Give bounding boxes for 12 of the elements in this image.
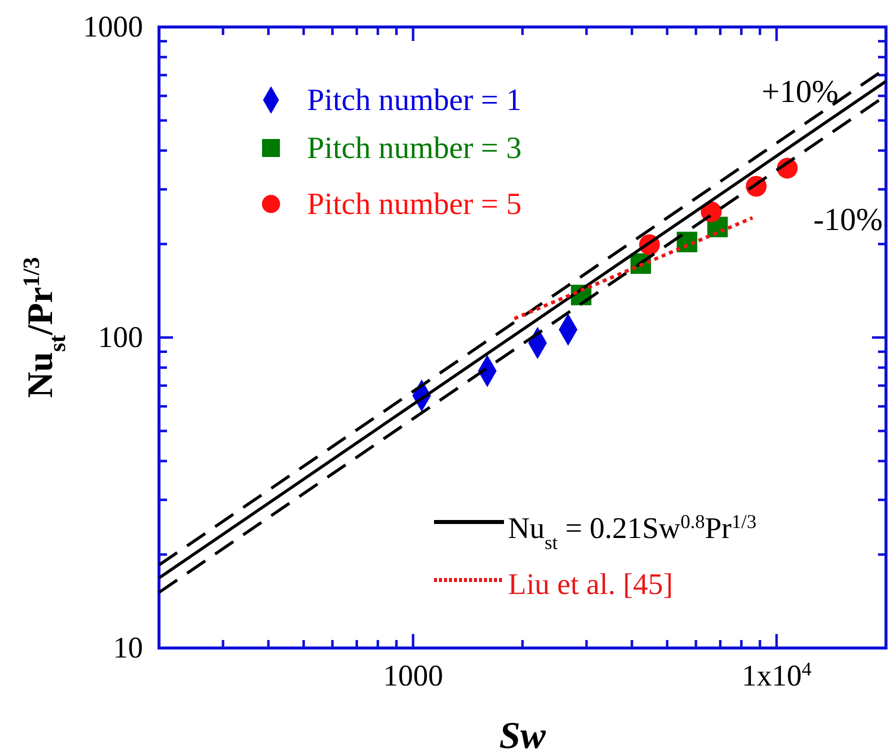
x-tick-label: 1x10$^{4}$ — [742, 658, 812, 692]
annotation: +10% — [762, 73, 838, 109]
legend-label: Pitch number = 5 — [307, 186, 522, 221]
legend-label: Liu et al. [45] — [508, 568, 673, 601]
y-tick-label: 100 — [98, 321, 143, 354]
annotation: -10% — [813, 201, 883, 237]
legend-label: Pitch number = 3 — [307, 130, 522, 165]
legend-label: Nu$_{st}$ = 0.21Sw$^{0.8}$Pr$^{1/3}$ — [508, 512, 756, 554]
legend-label: Pitch number = 1 — [307, 82, 522, 117]
y-tick-label: 10 — [113, 632, 143, 665]
y-tick-label: 1000 — [83, 10, 143, 44]
x-axis-title: Sw — [499, 715, 546, 756]
